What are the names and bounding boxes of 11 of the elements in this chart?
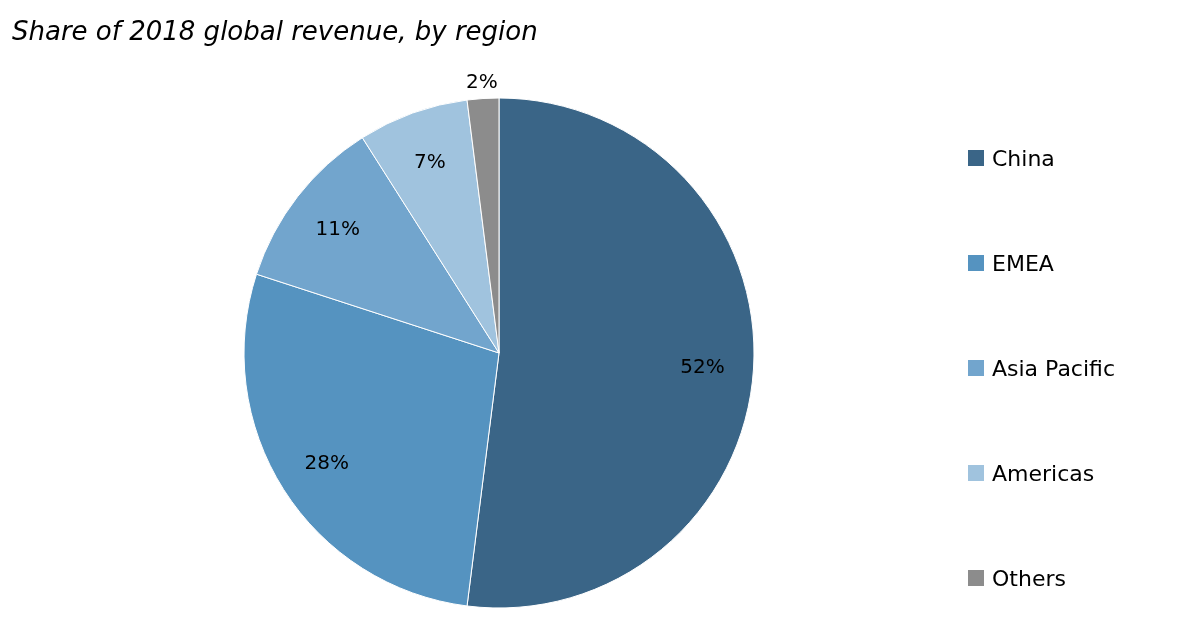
data-label: 7%: [414, 149, 446, 174]
data-label: 2%: [465, 68, 498, 93]
data-label: 52%: [680, 353, 725, 378]
legend-label: Asia Pacific: [992, 355, 1116, 381]
legend-label: EMEA: [992, 250, 1054, 276]
legend-label: Americas: [992, 460, 1095, 486]
data-label: 11%: [315, 215, 361, 240]
legend-label: Others: [992, 565, 1066, 591]
chart-title: Share of 2018 global revenue, by region: [12, 16, 538, 46]
legend-label: China: [992, 145, 1055, 171]
data-label: 28%: [304, 450, 349, 475]
